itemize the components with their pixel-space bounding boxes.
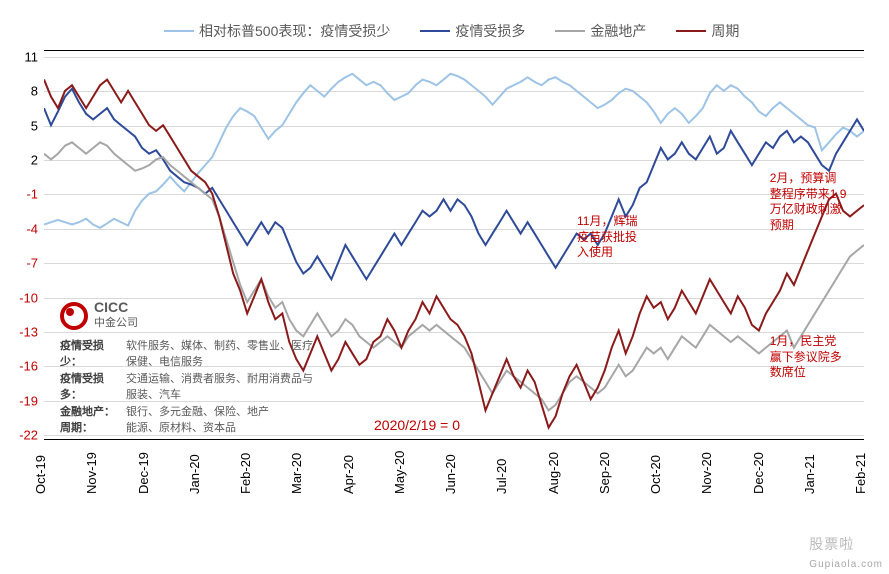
logo-name: CICC (94, 300, 138, 315)
x-tick-label: Oct-19 (33, 455, 48, 494)
legend: 相对标普500表现：疫情受损少 疫情受损多 金融地产 周期 (164, 20, 864, 42)
y-tick-label: -7 (26, 256, 38, 271)
legend-item: 金融地产 (555, 21, 646, 41)
y-axis-labels: 11852-1-4-7-10-13-16-19-22 (8, 51, 38, 439)
y-tick-label: -13 (19, 325, 38, 340)
x-tick-label: Dec-19 (136, 452, 151, 494)
series-descriptions: 疫情受损少：软件服务、媒体、制药、零售业、医疗保健、电信服务疫情受损多：交通运输… (60, 338, 320, 437)
watermark-en: Gupiaola.com (809, 559, 883, 570)
y-tick-label: 11 (25, 49, 39, 64)
x-tick-label: Apr-20 (341, 455, 356, 494)
baseline-label: 2020/2/19 = 0 (374, 417, 460, 433)
y-tick-label: 5 (31, 118, 38, 133)
y-tick-label: -1 (26, 187, 38, 202)
x-tick-label: Nov-19 (84, 452, 99, 494)
cicc-logo: CICC 中金公司 (60, 300, 320, 332)
x-tick-label: Aug-20 (546, 452, 561, 494)
legend-item: 疫情受损多 (420, 21, 525, 41)
x-tick-label: Jul-20 (494, 459, 509, 494)
x-tick-label: Jun-20 (443, 454, 458, 494)
y-tick-label: -22 (19, 428, 38, 443)
x-tick-label: Oct-20 (648, 455, 663, 494)
description-row: 疫情受损少：软件服务、媒体、制药、零售业、医疗保健、电信服务 (60, 338, 320, 371)
watermark: 股票啦 Gupiaola.com (809, 534, 883, 570)
legend-item: 周期 (676, 21, 739, 41)
logo-block: CICC 中金公司 疫情受损少：软件服务、媒体、制药、零售业、医疗保健、电信服务… (60, 300, 320, 437)
x-tick-label: Mar-20 (289, 453, 304, 494)
watermark-cn: 股票啦 (809, 536, 854, 552)
description-row: 疫情受损多：交通运输、消费者服务、耐用消费品与服装、汽车 (60, 371, 320, 404)
x-axis-labels: Oct-19Nov-19Dec-19Jan-20Feb-20Mar-20Apr-… (44, 439, 864, 494)
legend-item: 相对标普500表现：疫情受损少 (164, 21, 390, 41)
description-row: 周期：能源、原材料、资本品 (60, 420, 320, 437)
x-tick-label: Jan-20 (187, 454, 202, 494)
x-tick-label: May-20 (392, 451, 407, 494)
x-tick-label: Sep-20 (597, 452, 612, 494)
x-tick-label: Nov-20 (699, 452, 714, 494)
y-tick-label: -16 (19, 359, 38, 374)
x-tick-label: Feb-20 (238, 453, 253, 494)
y-tick-label: 2 (31, 152, 38, 167)
y-tick-label: -10 (19, 290, 38, 305)
description-row: 金融地产：银行、多元金融、保险、地产 (60, 404, 320, 421)
y-tick-label: -19 (19, 393, 38, 408)
y-tick-label: 8 (31, 84, 38, 99)
x-tick-label: Jan-21 (802, 454, 817, 494)
x-tick-label: Feb-21 (853, 453, 868, 494)
x-tick-label: Dec-20 (751, 452, 766, 494)
logo-subname: 中金公司 (94, 315, 138, 332)
y-tick-label: -4 (26, 221, 38, 236)
logo-icon (60, 302, 88, 330)
